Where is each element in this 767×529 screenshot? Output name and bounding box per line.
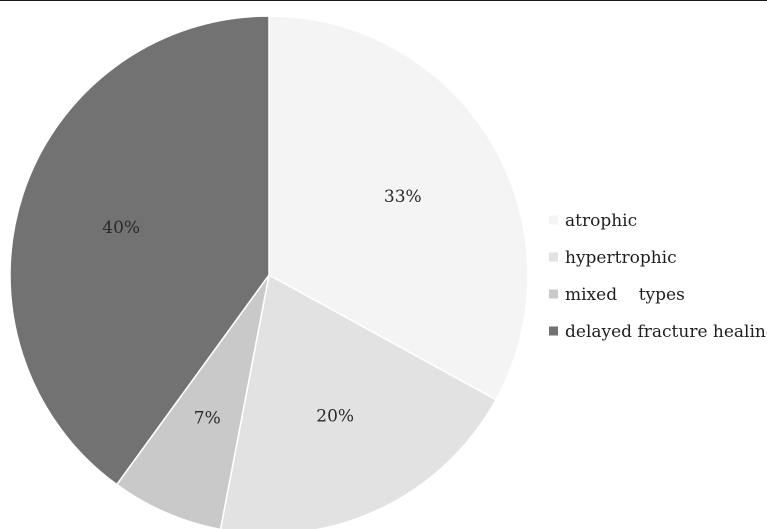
legend: atrophic hypertrophic mixed types delayed f… <box>549 211 767 342</box>
pie-slices <box>9 15 529 529</box>
top-border-line <box>0 0 767 1</box>
legend-label-delayed-fracture-healing: delayed fracture healing <box>565 322 767 342</box>
data-label-hypertrophic: 20% <box>316 407 354 427</box>
legend-label-mixed-types: mixed types <box>565 285 685 305</box>
legend-item-atrophic: atrophic <box>549 211 637 231</box>
legend-swatch-delayed-fracture-healing <box>549 326 558 336</box>
pie-slice-hypertrophic <box>219 273 497 529</box>
data-label-atrophic: 33% <box>384 187 422 207</box>
legend-label-hypertrophic: hypertrophic <box>565 248 677 268</box>
pie-data-labels: 33% 20% 7% 40% <box>102 187 421 429</box>
pie-slice-atrophic <box>268 15 529 401</box>
data-label-mixed-types: 7% <box>194 409 221 429</box>
legend-item-hypertrophic: hypertrophic <box>549 248 677 268</box>
legend-item-delayed-fracture-healing: delayed fracture healing <box>549 322 767 342</box>
legend-label-atrophic: atrophic <box>565 211 637 231</box>
legend-item-mixed-types: mixed types <box>549 285 685 305</box>
legend-swatch-atrophic <box>549 215 558 225</box>
legend-swatch-mixed-types <box>549 289 558 299</box>
pie-slice-delayed-fracture-healing <box>9 15 270 486</box>
data-label-delayed-fracture-healing: 40% <box>102 218 140 238</box>
legend-swatch-hypertrophic <box>549 252 558 262</box>
